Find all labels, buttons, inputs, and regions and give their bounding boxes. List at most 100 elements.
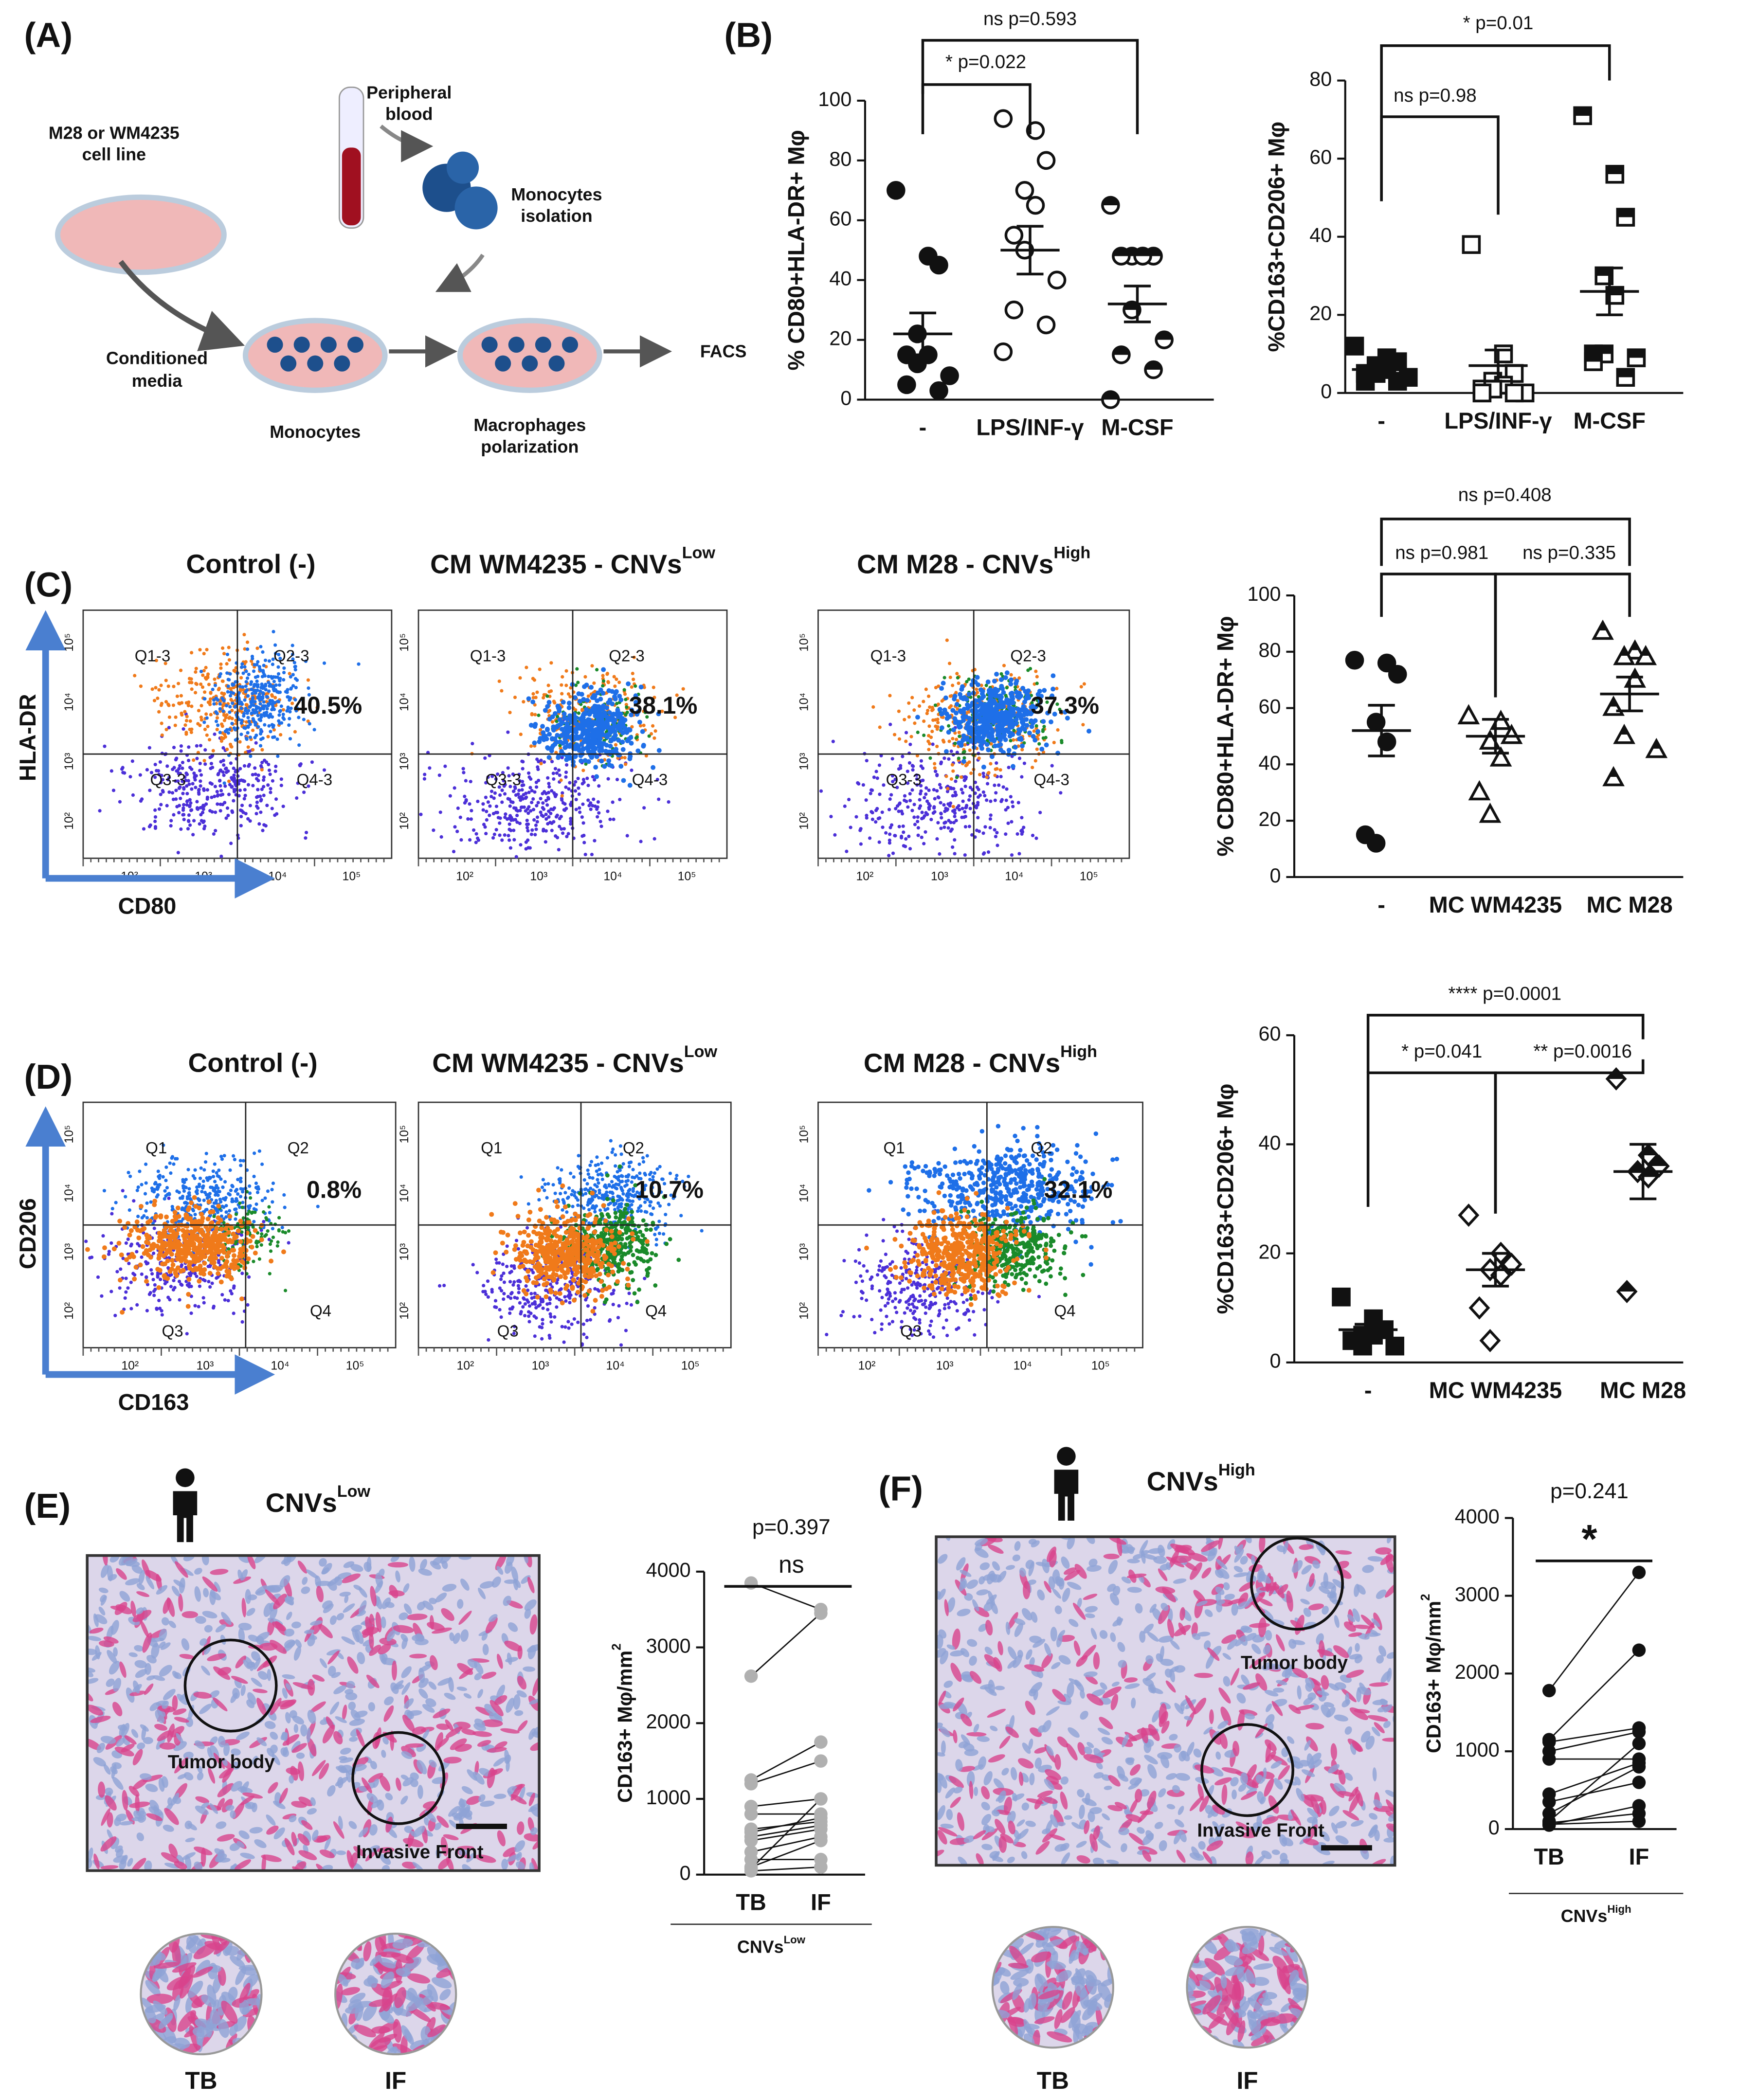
event — [266, 1189, 270, 1193]
event — [995, 733, 1000, 738]
event — [214, 810, 217, 814]
event — [122, 1225, 127, 1230]
event — [211, 1204, 215, 1208]
event — [998, 677, 1004, 682]
event — [213, 1162, 217, 1166]
event — [608, 817, 612, 821]
event — [176, 779, 180, 783]
event — [183, 710, 187, 714]
event — [1041, 729, 1045, 733]
event — [586, 759, 591, 764]
event — [273, 643, 277, 647]
event — [256, 714, 260, 718]
label: blood — [385, 105, 433, 124]
event — [213, 683, 217, 687]
event — [561, 700, 566, 705]
event — [248, 722, 252, 726]
event — [139, 684, 143, 688]
event — [589, 754, 595, 760]
event — [357, 662, 361, 666]
event — [187, 745, 191, 749]
event — [164, 1165, 168, 1169]
event — [262, 685, 266, 689]
event — [293, 668, 297, 672]
event — [1020, 832, 1024, 836]
event — [213, 1256, 218, 1261]
event — [560, 692, 564, 696]
event — [282, 670, 286, 675]
event — [235, 1187, 239, 1192]
event — [237, 718, 241, 721]
event — [231, 1248, 236, 1253]
axis-tick-label: 10⁵ — [346, 1360, 364, 1373]
event — [256, 725, 260, 729]
event — [222, 1205, 226, 1209]
event — [526, 846, 530, 850]
event — [947, 739, 951, 743]
event — [1009, 673, 1013, 677]
event — [518, 808, 522, 812]
event — [489, 794, 493, 799]
event — [539, 797, 543, 801]
event — [979, 724, 985, 729]
event — [498, 793, 502, 797]
event — [147, 1218, 153, 1223]
event — [129, 1280, 133, 1284]
event — [287, 1241, 290, 1245]
event — [249, 687, 253, 691]
event — [819, 789, 823, 793]
event — [216, 723, 220, 727]
event — [474, 832, 478, 836]
event — [580, 747, 586, 752]
axis-tick-label: 10⁵ — [63, 1125, 76, 1144]
event — [228, 694, 233, 698]
event — [1002, 664, 1006, 667]
event — [556, 836, 560, 840]
event — [140, 1272, 144, 1276]
event — [878, 725, 882, 729]
event — [621, 778, 626, 783]
axis-tick-label: 10⁴ — [603, 870, 622, 883]
event — [942, 740, 946, 744]
event — [514, 855, 518, 859]
event — [995, 761, 998, 765]
event — [908, 742, 912, 746]
event — [139, 1203, 144, 1209]
event — [509, 816, 513, 820]
event — [580, 834, 584, 838]
event — [904, 739, 908, 743]
event — [163, 1282, 167, 1286]
axis-tick-label: 10⁵ — [678, 870, 696, 883]
event — [241, 1159, 245, 1163]
event — [195, 1226, 200, 1231]
event — [251, 708, 255, 712]
event — [215, 728, 219, 732]
event — [534, 696, 538, 700]
event — [181, 766, 184, 770]
event — [216, 1271, 221, 1276]
event — [568, 781, 572, 785]
event — [981, 852, 985, 856]
event — [955, 737, 959, 741]
event — [250, 1211, 254, 1215]
event — [226, 684, 230, 688]
event — [267, 681, 271, 684]
event — [169, 1266, 175, 1272]
event — [604, 742, 609, 748]
event — [910, 808, 914, 812]
event — [585, 1318, 589, 1323]
event — [965, 804, 969, 808]
event — [257, 1257, 261, 1261]
event — [140, 1216, 144, 1220]
event — [251, 692, 254, 696]
event — [998, 768, 1002, 772]
event — [262, 700, 266, 704]
event — [532, 740, 537, 746]
event — [884, 831, 888, 835]
event — [1059, 791, 1063, 795]
event — [656, 711, 661, 717]
event — [1038, 810, 1042, 814]
event — [295, 678, 299, 682]
event — [216, 793, 220, 797]
event — [207, 1279, 211, 1284]
